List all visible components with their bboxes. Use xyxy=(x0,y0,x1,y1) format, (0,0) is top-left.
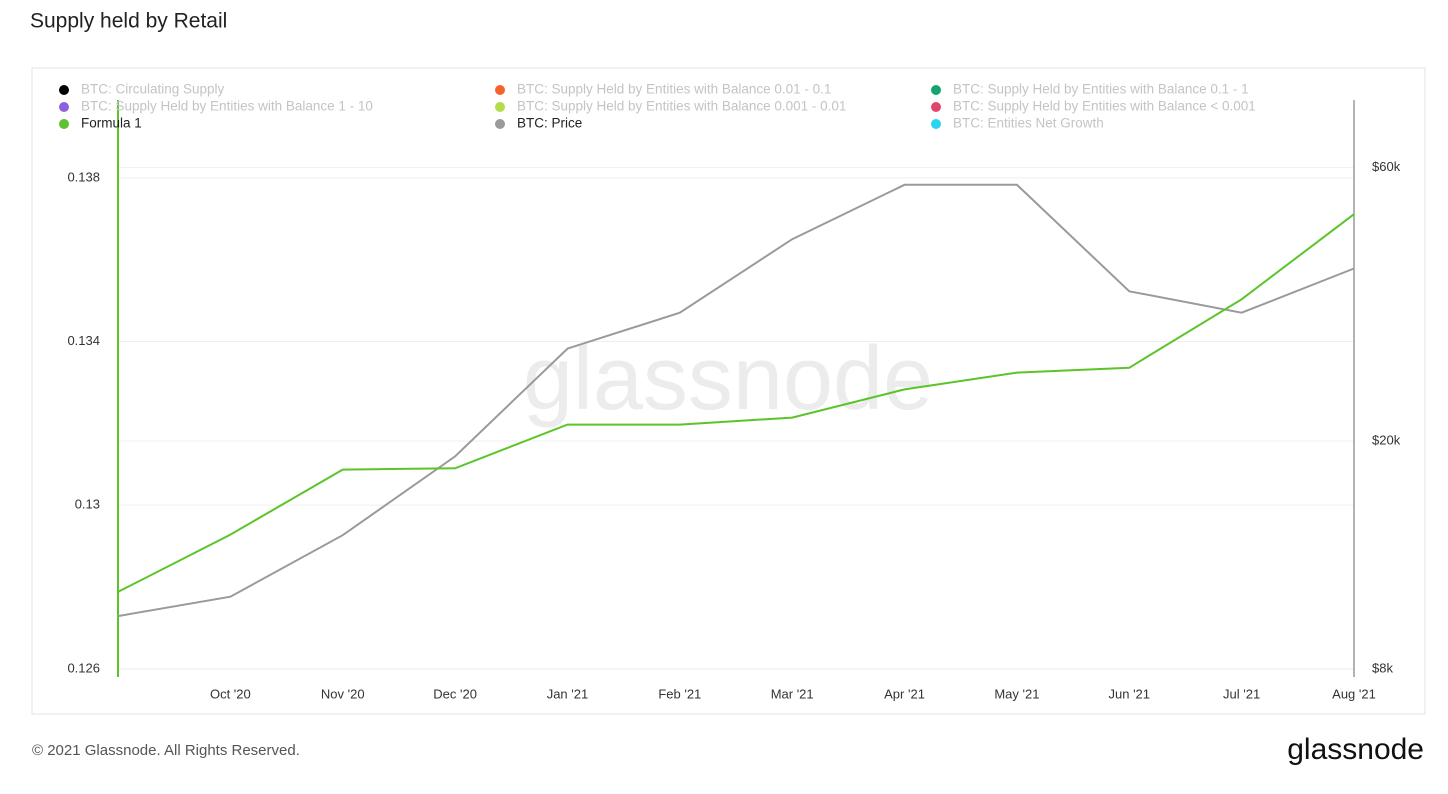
x-tick-label: Aug '21 xyxy=(1332,686,1376,701)
y-tick-label: 0.138 xyxy=(67,169,100,184)
legend-label[interactable]: BTC: Supply Held by Entities with Balanc… xyxy=(953,82,1249,97)
y-tick-label: 0.126 xyxy=(67,660,100,675)
legend-swatch xyxy=(59,102,69,112)
legend-label[interactable]: BTC: Circulating Supply xyxy=(81,82,225,97)
data-line xyxy=(117,213,1355,593)
x-tick-label: Nov '20 xyxy=(321,686,365,701)
legend-swatch xyxy=(59,85,69,95)
legend-swatch xyxy=(931,119,941,129)
legend-swatch xyxy=(495,85,505,95)
legend-label[interactable]: BTC: Entities Net Growth xyxy=(953,116,1104,131)
legend-swatch xyxy=(931,102,941,112)
chart-frame xyxy=(31,67,1426,715)
legend-label[interactable]: Formula 1 xyxy=(81,116,142,131)
x-tick-label: May '21 xyxy=(994,686,1039,701)
legend-swatch xyxy=(59,119,69,129)
y2-tick-label: $60k xyxy=(1372,159,1401,174)
watermark: glassnode xyxy=(523,329,933,429)
legend-swatch xyxy=(495,102,505,112)
x-tick-label: Apr '21 xyxy=(884,686,925,701)
y-tick-label: 0.134 xyxy=(67,333,100,348)
logo: glassnode xyxy=(1287,733,1424,766)
legend-label[interactable]: BTC: Supply Held by Entities with Balanc… xyxy=(81,99,373,114)
x-tick-label: Dec '20 xyxy=(433,686,477,701)
legend-swatch xyxy=(931,85,941,95)
legend-label[interactable]: BTC: Supply Held by Entities with Balanc… xyxy=(953,99,1256,114)
legend-swatch xyxy=(495,119,505,129)
legend-label[interactable]: BTC: Supply Held by Entities with Balanc… xyxy=(517,99,846,114)
x-tick-label: Feb '21 xyxy=(658,686,701,701)
x-tick-label: Jan '21 xyxy=(547,686,589,701)
y-tick-label: 0.13 xyxy=(75,497,100,512)
chart-title: Supply held by Retail xyxy=(30,10,227,33)
legend-label[interactable]: BTC: Supply Held by Entities with Balanc… xyxy=(517,82,831,97)
y2-tick-label: $20k xyxy=(1372,432,1401,447)
footer: © 2021 Glassnode. All Rights Reserved. xyxy=(32,742,300,759)
x-tick-label: Oct '20 xyxy=(210,686,251,701)
data-line xyxy=(117,183,1355,618)
y2-tick-label: $8k xyxy=(1372,661,1393,676)
x-tick-label: Mar '21 xyxy=(771,686,814,701)
legend-label[interactable]: BTC: Price xyxy=(517,116,582,131)
x-tick-label: Jun '21 xyxy=(1109,686,1151,701)
x-tick-label: Jul '21 xyxy=(1223,686,1260,701)
